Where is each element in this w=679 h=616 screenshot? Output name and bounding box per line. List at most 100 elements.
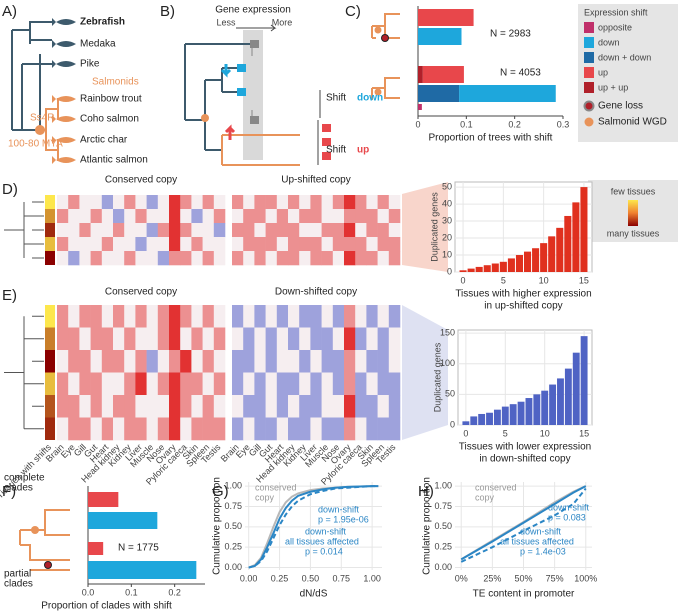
heat-cell: [310, 251, 322, 266]
heat-cell: [265, 417, 278, 441]
side-cell: [45, 372, 55, 395]
heat-cell: [344, 327, 356, 351]
heat-cell: [388, 372, 401, 396]
heat-cell: [213, 237, 226, 252]
heat-cell: [344, 395, 356, 418]
heat-cell: [310, 237, 322, 252]
y-tick-label: 0.75: [224, 501, 242, 511]
heat-cell: [321, 237, 334, 252]
heat-cell: [157, 350, 170, 373]
heat-cell: [146, 251, 159, 266]
heat-cell: [276, 417, 289, 441]
x-tick-label: 10: [540, 428, 550, 438]
heat-cell: [288, 195, 300, 210]
schematic-title: Gene expression: [215, 5, 291, 16]
side-cell: [45, 350, 55, 373]
heat-cell: [276, 195, 289, 210]
heat-cell: [124, 372, 136, 396]
heat-cell: [135, 372, 147, 396]
bar-segment: [418, 28, 462, 45]
heat-cell: [265, 372, 278, 396]
panel-label: F): [2, 483, 16, 500]
x-axis-title: dN/dS: [300, 589, 328, 600]
group-label: partial: [4, 569, 31, 580]
bar-segment: [422, 66, 464, 83]
annotation: conserved: [475, 482, 517, 492]
heat-cell: [124, 195, 136, 210]
y-tick-label: 0.25: [434, 542, 452, 552]
heat-cell: [79, 305, 91, 328]
heat-cell: [310, 195, 322, 210]
heat-cell: [321, 372, 334, 396]
heat-cell: [180, 327, 192, 351]
heat-cell: [90, 395, 103, 418]
heat-cell: [254, 395, 266, 418]
c-tree-decoration: [371, 13, 400, 100]
legend-label: down + down: [598, 52, 651, 62]
heat-cell: [332, 417, 345, 441]
heat-cell: [124, 417, 136, 441]
y-tick-label: 20: [442, 232, 452, 242]
heat-cell: [113, 209, 125, 224]
heat-cell: [180, 305, 192, 328]
heat-cell: [90, 372, 103, 396]
annotation: N = 2983: [490, 29, 531, 40]
heat-cell: [124, 251, 136, 266]
heat-cell: [169, 251, 181, 266]
line: [248, 485, 379, 569]
panel-label: G): [212, 483, 229, 500]
heat-cell: [157, 209, 170, 224]
event-label: Ss4R: [30, 113, 54, 124]
y-tick-label: 40: [442, 198, 452, 208]
heat-cell: [332, 350, 345, 373]
heat-cell: [157, 251, 170, 266]
panel-label: B): [160, 3, 175, 20]
y-tick-label: 0.00: [224, 562, 242, 572]
heat-cell: [344, 417, 356, 441]
heat-cell: [243, 209, 255, 224]
schematic-decoration: [184, 30, 331, 166]
heat-cell: [101, 327, 114, 351]
heat-cell: [57, 372, 69, 396]
heat-cell: [232, 327, 244, 351]
heat-cell: [57, 237, 69, 252]
heat-cell: [213, 350, 226, 373]
heat-cell: [180, 195, 192, 210]
heat-cell: [332, 195, 345, 210]
bar: [88, 512, 158, 529]
panel-label: E): [2, 287, 17, 304]
y-tick-label: 0.75: [434, 501, 452, 511]
heat-cell: [113, 223, 125, 238]
heat-cell: [146, 195, 159, 210]
fish-icon: [52, 40, 76, 48]
tree-branches: [40, 98, 74, 161]
heat-cell: [332, 237, 345, 252]
heat-cell: [377, 372, 390, 396]
heat-cell: [191, 327, 203, 351]
heat-cell: [388, 237, 401, 252]
legend-swatch: [584, 52, 594, 63]
heat-cell: [299, 350, 311, 373]
heat-cell: [113, 417, 125, 441]
heat-cell: [332, 209, 345, 224]
heat-cell: [388, 251, 401, 266]
heat-cell: [299, 395, 311, 418]
bar: [532, 248, 540, 272]
bar: [88, 542, 104, 555]
heat-cell: [213, 223, 226, 238]
x-tick-label: 0.50: [302, 573, 320, 583]
heat-cell: [265, 209, 278, 224]
bar: [541, 390, 549, 425]
y-tick-label: 10: [442, 249, 452, 259]
x-tick-label: 0.2: [168, 587, 181, 597]
heat-cell: [202, 395, 215, 418]
heat-cell: [232, 237, 244, 252]
bar: [493, 409, 501, 425]
panel-label: C): [345, 3, 361, 20]
heat-cell: [101, 237, 114, 252]
heat-cell: [377, 223, 390, 238]
heat-cell: [57, 395, 69, 418]
bar: [459, 270, 467, 272]
heat-cell: [321, 305, 334, 328]
heat-cell: [321, 251, 334, 266]
